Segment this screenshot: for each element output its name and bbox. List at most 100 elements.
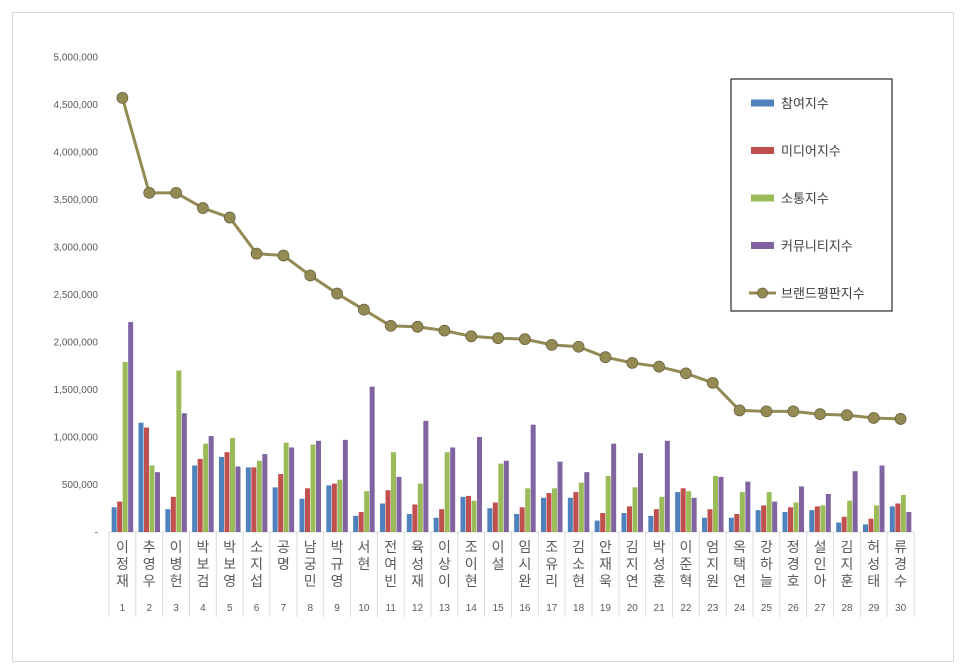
bar-미디어지수 <box>117 501 123 532</box>
category-label: 박 <box>196 540 209 556</box>
bar-커뮤니티지수 <box>181 413 187 532</box>
y-tick-label: 5,000,000 <box>54 53 99 64</box>
category-label: 태 <box>867 574 880 590</box>
category-label: 김 <box>840 540 853 556</box>
category-label: 정 <box>787 540 800 556</box>
bar-미디어지수 <box>466 495 471 532</box>
bar-소통지수 <box>605 475 611 532</box>
bar-소통지수 <box>793 502 799 532</box>
bar-커뮤니티지수 <box>906 512 912 532</box>
brand-index-point <box>438 324 451 337</box>
bar-미디어지수 <box>197 458 203 532</box>
category-label: 리 <box>545 574 558 590</box>
category-label: 명 <box>277 557 290 573</box>
bar-미디어지수 <box>305 488 310 532</box>
brand-index-point <box>277 249 290 262</box>
y-tick-label: 1,000,000 <box>54 433 99 444</box>
bar-미디어지수 <box>385 490 391 532</box>
bar-미디어지수 <box>600 513 606 532</box>
category-label: 훈 <box>653 574 666 590</box>
bar-미디어지수 <box>788 507 793 532</box>
bar-소통지수 <box>149 465 155 532</box>
bar-소통지수 <box>498 463 504 532</box>
category-label: 소 <box>250 540 263 556</box>
y-tick-label: 4,000,000 <box>54 148 99 159</box>
category-label: 궁 <box>304 557 317 573</box>
bar-커뮤니티지수 <box>825 494 831 532</box>
bar-커뮤니티지수 <box>799 486 804 532</box>
bar-미디어지수 <box>492 502 498 532</box>
bar-미디어지수 <box>680 488 686 532</box>
bar-커뮤니티지수 <box>369 386 375 532</box>
bar-미디어지수 <box>814 506 820 532</box>
category-label: 설 <box>814 540 827 556</box>
category-label: 영 <box>223 574 236 590</box>
category-label: 욱 <box>599 574 612 590</box>
bar-소통지수 <box>391 452 396 532</box>
bar-커뮤니티지수 <box>155 472 160 532</box>
bar-소통지수 <box>176 370 182 532</box>
category-label: 성 <box>411 557 424 573</box>
bar-커뮤니티지수 <box>262 454 268 532</box>
category-label: 늘 <box>760 574 773 590</box>
category-label: 검 <box>196 574 209 590</box>
bar-미디어지수 <box>868 518 874 532</box>
bar-참여지수 <box>326 485 332 532</box>
brand-index-point <box>331 287 343 300</box>
bar-참여지수 <box>702 517 707 532</box>
legend-swatch <box>751 242 774 249</box>
bar-미디어지수 <box>734 513 740 532</box>
rank-label: 27 <box>815 603 827 614</box>
bar-커뮤니티지수 <box>852 471 858 532</box>
bar-커뮤니티지수 <box>611 443 617 532</box>
category-label: 시 <box>518 557 531 573</box>
rank-label: 17 <box>546 603 558 614</box>
legend-label: 미디어지수 <box>781 145 841 160</box>
y-tick-label: 1,500,000 <box>54 385 99 396</box>
legend-swatch <box>751 194 774 202</box>
category-label: 조 <box>465 540 478 556</box>
category-label: 유 <box>545 557 558 573</box>
brand-index-point <box>814 408 826 421</box>
category-label: 경 <box>894 557 907 573</box>
rank-label: 19 <box>600 603 612 614</box>
bar-커뮤니티지수 <box>691 497 697 532</box>
legend-label: 커뮤니티지수 <box>781 240 853 255</box>
bar-소통지수 <box>766 492 772 532</box>
bar-참여지수 <box>889 506 895 532</box>
bar-커뮤니티지수 <box>745 481 751 532</box>
bar-소통지수 <box>820 505 826 532</box>
bar-커뮤니티지수 <box>503 460 509 532</box>
category-label: 류 <box>894 540 907 556</box>
bar-참여지수 <box>165 509 171 532</box>
category-label: 혁 <box>679 574 692 590</box>
legend-label: 소통지수 <box>781 192 829 207</box>
bar-참여지수 <box>621 513 627 532</box>
bar-참여지수 <box>460 496 466 532</box>
brand-index-point <box>787 405 800 418</box>
category-label: 여 <box>384 557 397 573</box>
bar-참여지수 <box>863 524 868 532</box>
bar-커뮤니티지수 <box>664 440 670 532</box>
bar-소통지수 <box>417 483 423 532</box>
bar-커뮤니티지수 <box>477 437 482 532</box>
brand-index-point <box>760 405 773 418</box>
bar-참여지수 <box>541 497 546 532</box>
brand-index-point <box>411 320 424 333</box>
brand-index-point <box>116 91 129 104</box>
category-label: 우 <box>143 574 156 590</box>
category-label: 김 <box>626 540 639 556</box>
bar-소통지수 <box>471 500 477 532</box>
category-label: 박 <box>223 540 236 556</box>
bar-참여지수 <box>245 467 251 532</box>
rank-label: 10 <box>358 603 370 614</box>
category-label: 훈 <box>840 574 853 590</box>
bar-커뮤니티지수 <box>289 447 295 532</box>
bar-미디어지수 <box>224 452 230 532</box>
category-label: 안 <box>599 540 612 556</box>
bar-소통지수 <box>874 505 879 532</box>
bar-참여지수 <box>782 512 788 532</box>
category-label: 옥 <box>733 540 746 556</box>
category-label: 영 <box>143 557 156 573</box>
